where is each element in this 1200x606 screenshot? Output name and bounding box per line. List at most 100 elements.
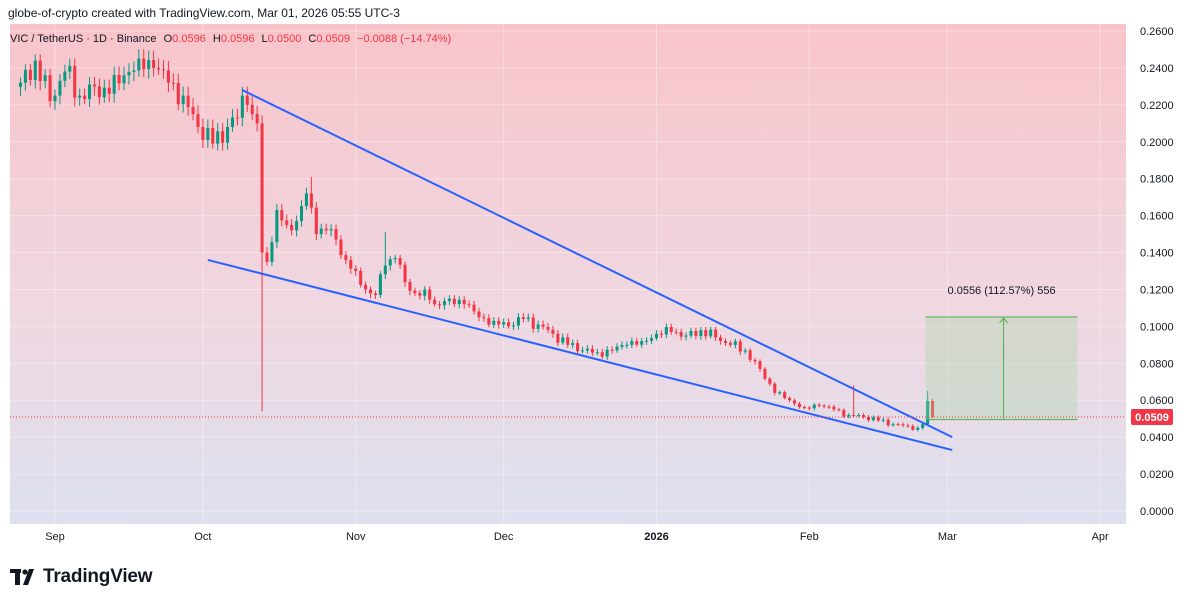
candle-body [58,80,62,96]
measure-box [925,316,1078,420]
candle-body [714,329,718,338]
candle-body [719,337,723,341]
candle-body [23,69,27,83]
candle-body [373,293,377,295]
close-label: C [308,33,317,45]
candle-body [585,348,589,351]
symbol-name[interactable]: VIC / TetherUS · 1D · Binance [10,33,157,45]
candle-body [309,193,313,208]
candle-body [931,400,935,418]
time-tick-label: Sep [45,531,65,543]
price-tick-label: 0.0800 [1140,358,1174,370]
candle-body [901,424,905,426]
trendlines[interactable] [207,89,953,452]
price-chart[interactable]: 0.0556 (112.57%) 556 0.0509 0.2600 0.2400… [0,0,1200,560]
candle-body [359,271,363,285]
candle-body [280,210,284,221]
price-axis[interactable]: 0.2600 0.2400 0.2200 0.2000 0.1800 0.1600 0.14… [1140,26,1174,518]
candle-body [329,229,333,231]
measure-arrow-head [999,317,1008,324]
price-tick-label: 0.0600 [1140,395,1174,407]
candle-body [87,84,92,100]
candle-body [48,75,52,102]
chart-credit: globe-of-crypto created with TradingView… [8,6,400,20]
candle-body [758,361,762,369]
candle-body [689,331,693,336]
candle-body [797,403,801,408]
price-tick-label: 0.1000 [1140,321,1174,333]
last-price-badge-label: 0.0509 [1135,412,1169,424]
candle-body [571,343,575,345]
candle-body [462,299,466,305]
candle-body [304,193,308,207]
candle-body [763,368,767,379]
candle-body [674,331,678,333]
tradingview-logo[interactable]: TradingView [10,566,153,588]
candle-body [122,75,126,84]
candle-body [886,419,890,426]
candle-body [891,424,895,426]
price-tick-label: 0.2200 [1140,100,1174,112]
candle-body [684,335,688,337]
candle-body [792,400,797,404]
grid-lines [10,24,1126,524]
candle-body [511,325,516,327]
candle-body [807,407,811,409]
candle-body [516,317,520,326]
last-price-badge [1131,409,1173,426]
candle-body [413,290,417,294]
price-tick-label: 0.0200 [1140,469,1174,481]
candle-body [650,338,654,341]
candle-body [383,265,387,275]
tradingview-logo-text: TradingView [43,566,153,587]
candle-body [556,333,560,343]
price-tick-label: 0.0400 [1140,432,1174,444]
candle-body [566,337,570,345]
price-tick-label: 0.1400 [1140,248,1174,260]
candle-body [196,114,200,127]
candle-body [265,252,269,262]
candle-body [339,239,343,256]
candle-body [314,207,318,235]
candle-body [433,299,437,305]
candle-body [364,284,368,290]
candle-body [181,95,185,105]
candle-body [679,332,683,337]
price-tick-label: 0.2400 [1140,63,1174,75]
high-value: 0.0596 [220,33,255,45]
candle-body [487,317,491,325]
measure-tool[interactable]: 0.0556 (112.57%) 556 [925,285,1078,421]
tradingview-logo-icon [10,569,34,585]
candle-body [171,82,175,84]
candle-body [610,349,614,351]
candle-body [709,329,713,337]
candle-body [881,419,885,421]
open-value: 0.0596 [172,33,206,45]
candle-body [753,359,757,362]
change-value: −0.0088 (−14.74%) [357,33,452,45]
candle-body [926,400,930,425]
candle-body [788,398,792,401]
candle-body [906,425,910,427]
candle-body [230,117,235,127]
candle-body [117,74,121,84]
candle-body [551,329,555,334]
candle-body [822,405,826,407]
time-axis[interactable]: Sep Oct Nov Dec 2026 Feb Mar Apr [45,531,1109,543]
candle-body [600,352,604,357]
candle-body [83,95,87,100]
candle-body [605,349,609,357]
candle-body [852,415,856,416]
candle-body [112,74,116,94]
candle-body [423,289,427,296]
time-tick-label: Nov [346,531,366,543]
candle-body [319,228,323,235]
candle-body [354,268,358,271]
candle-body [447,298,451,302]
low-value: 0.0500 [267,33,302,45]
candle-body [699,330,703,336]
candle-body [531,317,535,329]
candles [18,49,935,432]
candle-body [497,320,501,325]
candle-body [802,407,806,409]
